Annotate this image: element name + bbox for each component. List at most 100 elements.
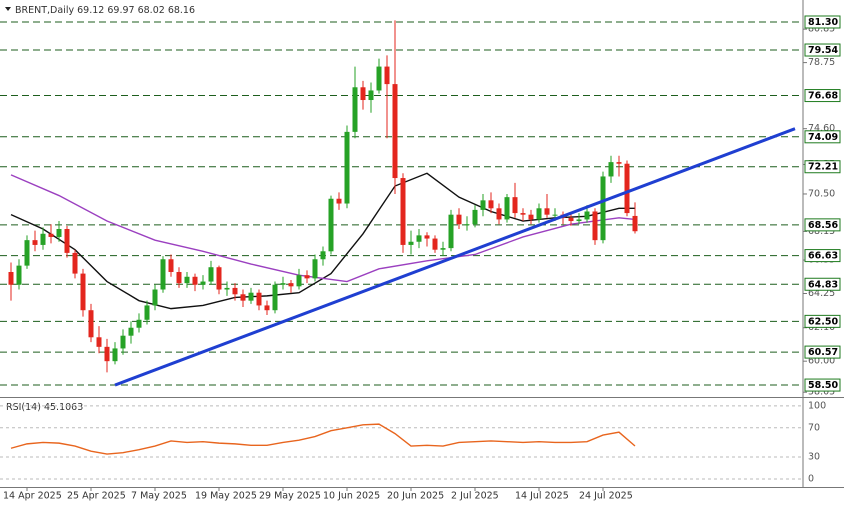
candle-body (200, 281, 206, 285)
x-tick-label: 24 Jul 2025 (579, 491, 633, 502)
candle-body (104, 346, 110, 362)
x-tick-label: 7 May 2025 (131, 491, 187, 502)
level-label-box (804, 249, 841, 263)
y-tick-label: 78.75 (808, 57, 835, 68)
candle-body (328, 198, 334, 252)
candle-body (592, 211, 598, 241)
level-label-box (804, 378, 841, 392)
level-label: 62.50 (808, 316, 838, 327)
candle-body (224, 287, 230, 290)
candle-body (312, 259, 318, 279)
candle-body (88, 310, 94, 338)
candle-body (336, 198, 342, 204)
candle-body (608, 162, 614, 177)
candle-body (368, 90, 374, 101)
level-label-box (804, 15, 841, 29)
level-label-box (804, 89, 841, 103)
candle-body (64, 229, 70, 253)
candle-body (352, 87, 358, 132)
rsi-value: 45.1063 (44, 402, 83, 413)
candle-body (56, 229, 62, 237)
candle-body (248, 292, 254, 301)
rsi-tick-label: 0 (808, 473, 814, 484)
candle-body (16, 265, 22, 285)
candle-body (96, 337, 102, 347)
y-tick-label: 70.50 (808, 188, 835, 199)
level-label-box (804, 160, 841, 174)
candle-body (584, 211, 590, 220)
candle-body (528, 214, 534, 220)
level-label: 74.09 (808, 132, 838, 143)
candle-body (152, 289, 158, 306)
level-label: 66.63 (808, 251, 838, 262)
candle-body (144, 305, 150, 320)
candle-body (160, 259, 166, 290)
candle-body (440, 248, 446, 250)
candle-body (176, 271, 182, 284)
candle-body (344, 131, 350, 204)
y-tick-label: 74.60 (808, 123, 835, 134)
level-label-box (804, 277, 841, 291)
candle-body (168, 259, 174, 272)
candle-body (552, 214, 558, 216)
x-tick-label: 14 Jul 2025 (515, 491, 569, 502)
x-tick-label: 2 Jul 2025 (451, 491, 499, 502)
candle-body (304, 275, 310, 279)
level-label: 64.83 (808, 279, 838, 290)
level-label: 76.68 (808, 91, 838, 102)
candle-body (464, 224, 470, 226)
candle-body (384, 66, 390, 85)
candle-body (600, 176, 606, 241)
candle-body (392, 84, 398, 179)
level-label: 58.50 (808, 380, 838, 391)
symbol: BRENT,Daily (15, 5, 74, 16)
menu-triangle (5, 7, 11, 11)
candle-body (472, 209, 478, 225)
candle-body (120, 335, 126, 349)
candle-body (408, 241, 414, 245)
candle-body (288, 283, 294, 287)
candle-body (448, 214, 454, 249)
low: 68.02 (138, 5, 165, 16)
candle-body (544, 208, 550, 215)
candle-body (360, 87, 366, 101)
y-tick-label: 68.15 (808, 226, 835, 237)
candle-body (496, 208, 502, 220)
y-tick-label: 80.85 (808, 24, 835, 35)
candle-body (216, 267, 222, 290)
candle-body (512, 197, 518, 214)
y-tick-label: 60.00 (808, 356, 835, 367)
candle-body (80, 273, 86, 311)
x-tick-label: 20 Jun 2025 (387, 491, 444, 502)
candle-body (32, 240, 38, 245)
level-label: 72.21 (808, 162, 838, 173)
candle-body (432, 238, 438, 250)
candle-body (112, 348, 118, 362)
candle-body (296, 275, 302, 287)
candle-body (520, 213, 526, 215)
rsi-tick-label: 100 (808, 400, 826, 411)
candle-body (192, 276, 198, 285)
candle-body (480, 200, 486, 210)
rsi-tick-label: 70 (808, 422, 820, 433)
candle-body (264, 305, 270, 311)
candle-body (456, 214, 462, 225)
open: 69.12 (77, 5, 104, 16)
high: 69.97 (107, 5, 134, 16)
candle-body (184, 276, 190, 284)
candle-body (568, 217, 574, 222)
candle-body (8, 271, 14, 285)
candle-body (376, 66, 382, 91)
rsi-line (10, 423, 636, 455)
y-tick-label: 64.25 (808, 288, 835, 299)
rsi-title: RSI(14) (6, 402, 41, 413)
x-tick-label: 29 May 2025 (259, 491, 321, 502)
moving-average (10, 172, 635, 310)
candle-body (136, 319, 142, 328)
x-tick-label: 10 Jun 2025 (323, 491, 380, 502)
header: BRENT,Daily 69.12 69.97 68.02 68.16 (15, 5, 195, 16)
candle-body (416, 235, 422, 242)
candle-body (624, 163, 630, 214)
